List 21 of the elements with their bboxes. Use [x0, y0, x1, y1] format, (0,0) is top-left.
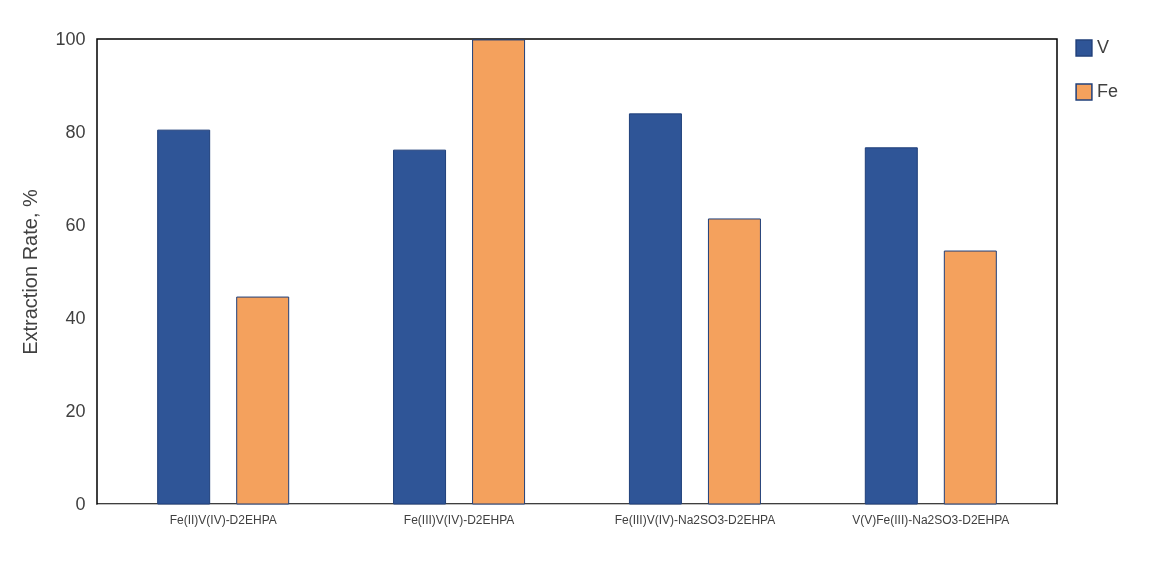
bar: [707, 218, 761, 505]
x-tick-label: Fe(II)V(IV)-D2EHPA: [169, 512, 277, 527]
bar: [628, 113, 682, 505]
bar: [472, 39, 526, 505]
x-tick-label: Fe(III)V(IV)-Na2SO3-D2EHPA: [614, 512, 776, 527]
legend-label: Fe: [1097, 81, 1119, 101]
y-tick-label: 60: [65, 214, 86, 235]
bar: [236, 296, 290, 505]
bar: [943, 250, 997, 505]
bar: [393, 149, 447, 505]
bar: [157, 129, 211, 505]
bar: [864, 147, 918, 505]
y-tick-label: 40: [65, 307, 86, 328]
y-tick-label: 80: [65, 121, 86, 142]
y-tick-label: 20: [65, 400, 86, 421]
x-tick-label: V(V)Fe(III)-Na2SO3-D2EHPA: [852, 512, 1010, 527]
y-tick-label: 100: [55, 28, 86, 49]
y-axis-title: Extraction Rate, %: [19, 188, 42, 355]
x-tick-label: Fe(III)V(IV)-D2EHPA: [403, 512, 515, 527]
y-tick-label: 0: [75, 493, 86, 514]
legend-label: V: [1097, 37, 1110, 57]
